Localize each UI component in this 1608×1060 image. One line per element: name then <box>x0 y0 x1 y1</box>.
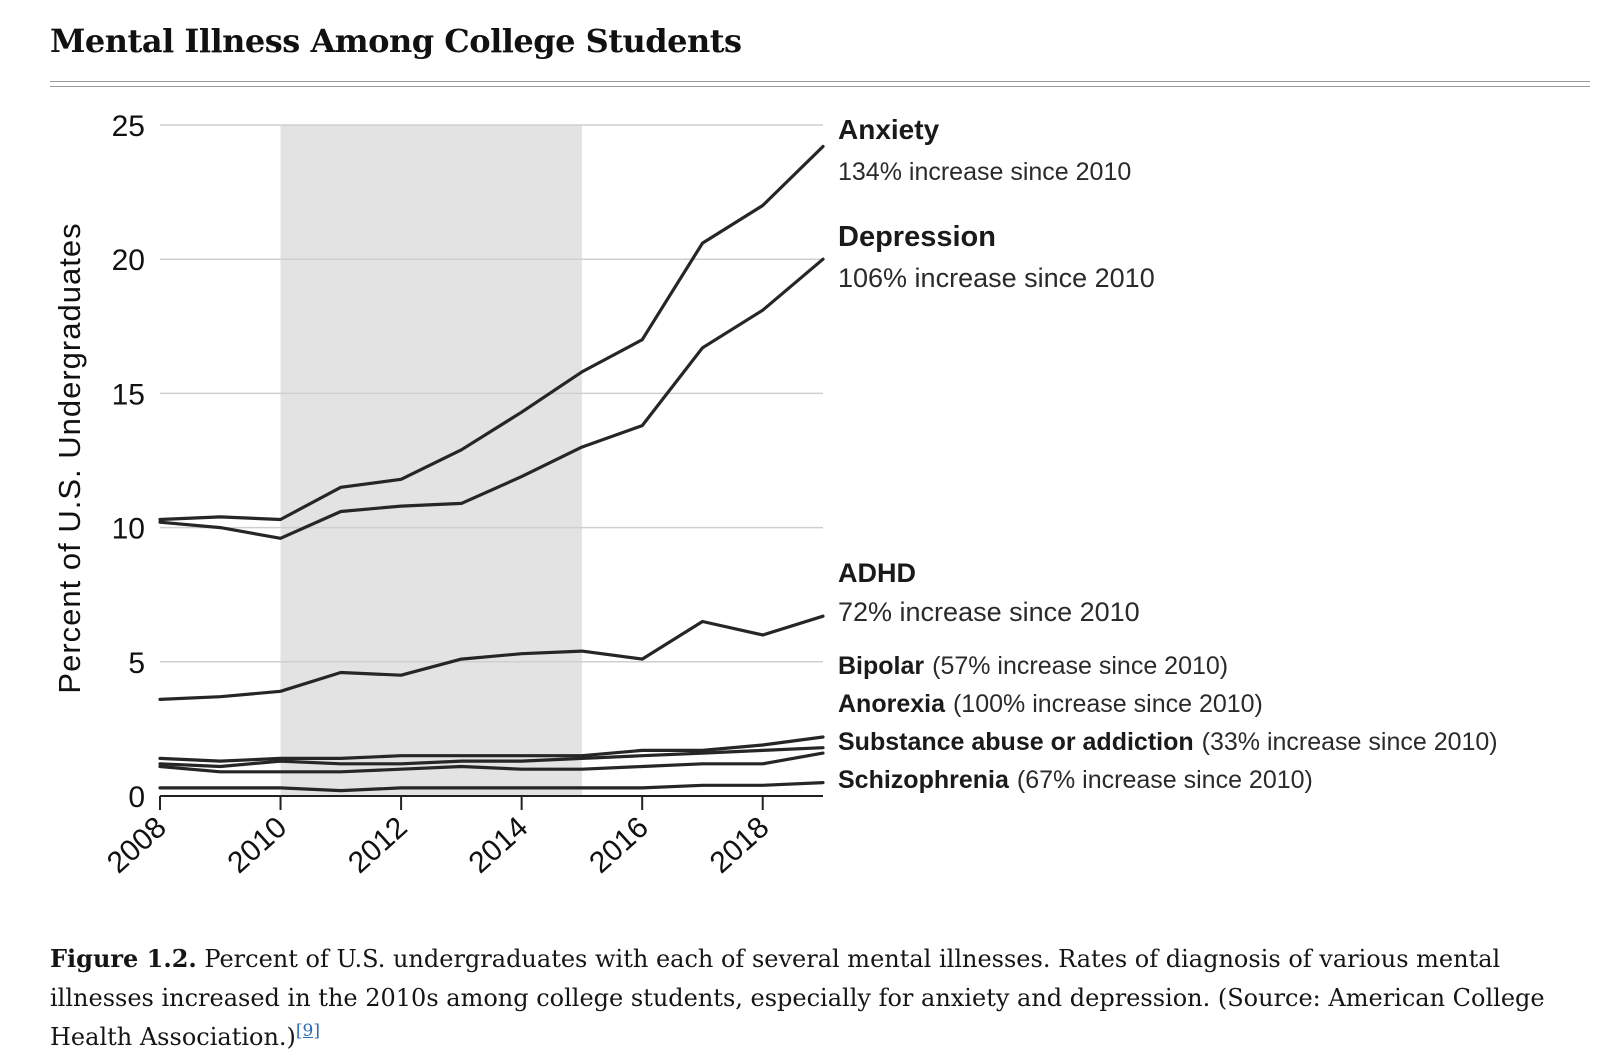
series-layer <box>158 144 825 793</box>
series-annotation-layer: Anxiety 134% increase since 2010 Depressio… <box>838 114 1498 794</box>
series-inline-label: Anorexia (100% increase since 2010) <box>838 690 1263 718</box>
series-inline-label: Bipolar (57% increase since 2010) <box>838 652 1228 680</box>
y-tick-label: 20 <box>112 244 145 277</box>
shaded-period-layer <box>280 125 582 796</box>
series-name-label: Anxiety <box>838 114 940 145</box>
y-tick-label: 5 <box>128 647 145 680</box>
figure-label: Figure 1.2. <box>50 944 197 973</box>
series-inline-label: Substance abuse or addiction (33% increas… <box>838 728 1498 756</box>
line-chart: 0 5 10 15 20 25 2008 2010 2012 2014 2016 2018 Anxie… <box>52 110 1498 880</box>
series-line-adhd <box>158 614 825 702</box>
series-line-bipolar <box>158 735 825 763</box>
series-name-label: Depression <box>838 221 996 253</box>
series-note-label: (57% increase since 2010) <box>932 652 1228 680</box>
x-tick-label: 2018 <box>704 811 776 880</box>
x-tick-label: 2012 <box>342 811 414 880</box>
series-name-label: Bipolar <box>838 652 924 680</box>
gridline-layer <box>160 124 823 797</box>
series-line-anorexia <box>158 746 825 769</box>
x-tick-label: 2010 <box>222 811 294 880</box>
series-name-label: ADHD <box>838 558 916 588</box>
series-note-label: 134% increase since 2010 <box>838 158 1131 186</box>
series-line-depression <box>158 257 825 540</box>
series-name-label: Anorexia <box>838 690 946 718</box>
shaded-period <box>280 125 582 796</box>
y-tick-label: 25 <box>112 110 145 143</box>
series-line-schizophrenia <box>158 780 825 793</box>
series-name-label: Substance abuse or addiction <box>838 728 1194 756</box>
y-tick-label: 10 <box>112 513 145 546</box>
x-tick-label: 2008 <box>101 811 173 880</box>
series-note-label: 106% increase since 2010 <box>838 263 1155 293</box>
caption-text: Percent of U.S. undergraduates with each… <box>50 945 1545 1051</box>
series-note-label: (100% increase since 2010) <box>953 690 1263 718</box>
y-axis-label: Percent of U.S. Undergraduates <box>52 222 87 693</box>
x-tick-label: 2014 <box>463 811 535 880</box>
figure-caption: Figure 1.2. Percent of U.S. undergraduat… <box>50 939 1570 1057</box>
x-tick-label: 2016 <box>583 811 655 880</box>
series-inline-label: Schizophrenia (67% increase since 2010) <box>838 766 1313 794</box>
series-note-label: 72% increase since 2010 <box>838 597 1140 627</box>
series-line-anxiety <box>158 144 825 522</box>
series-note-label: (33% increase since 2010) <box>1202 728 1498 756</box>
series-line-substance-abuse-or-addiction <box>158 751 825 774</box>
series-note-label: (67% increase since 2010) <box>1017 766 1313 794</box>
title-divider <box>50 81 1590 87</box>
series-name-label: Schizophrenia <box>838 766 1010 794</box>
citation-link[interactable]: [9] <box>295 1021 320 1041</box>
page-title: Mental Illness Among College Students <box>50 22 742 60</box>
y-tick-label: 0 <box>128 781 145 814</box>
y-tick-label: 15 <box>112 378 145 411</box>
